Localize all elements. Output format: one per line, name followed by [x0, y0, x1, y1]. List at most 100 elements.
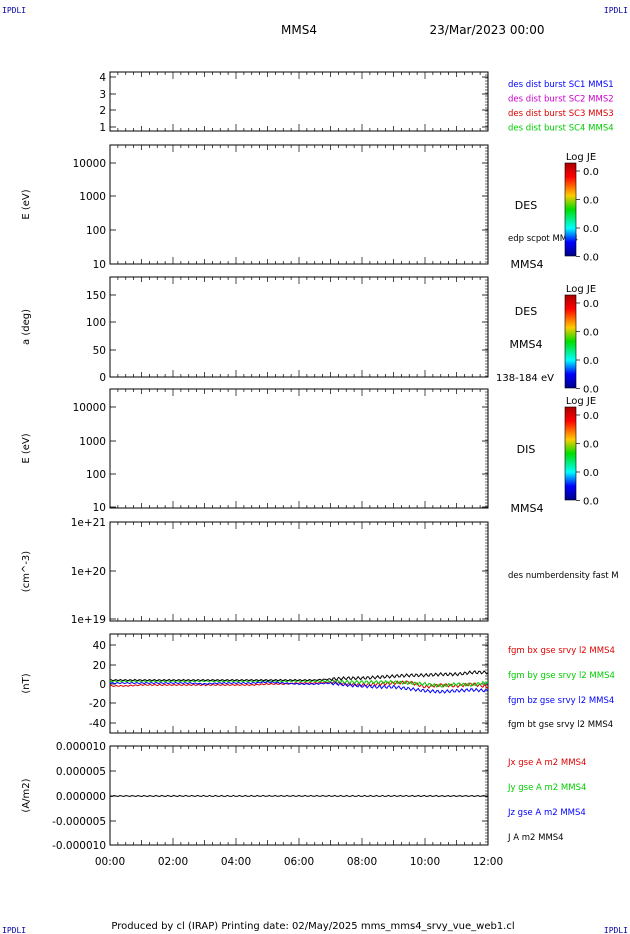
y-tick-label: 1	[99, 122, 106, 134]
y-tick-label: 100	[86, 317, 106, 329]
y-axis-label: E (eV)	[21, 433, 32, 463]
colorbar	[564, 162, 577, 257]
y-axis-label: (cm^-3)	[21, 551, 32, 592]
y-axis-label: (nT)	[21, 673, 32, 693]
colorbar-title: Log JE	[566, 152, 596, 163]
panel-frame	[109, 276, 489, 378]
panel-des-pitch: 0 50 100 150 a (deg) DES MMS4 138-184 eV Log JE 0…	[21, 276, 599, 396]
y-tick-label: 0	[99, 679, 106, 691]
colorbar-tick-label: 0.0	[583, 356, 599, 367]
legend-fgm-bx: fgm bx gse srvy l2 MMS4	[508, 646, 615, 656]
instrument-label: DIS	[517, 443, 536, 456]
y-tick-label: 1e+21	[71, 517, 106, 529]
energy-range-label: 138-184 eV	[496, 373, 554, 384]
corner-label-bottom-left: IPDLI	[2, 926, 26, 934]
legend-current-3: Jz gse A m2 MMS4	[507, 808, 586, 818]
y-tick-label: 3	[99, 89, 106, 101]
y-tick-label: -40	[89, 718, 106, 730]
y-tick-label: -20	[89, 698, 106, 710]
corner-label-top-left: IPDLI	[2, 6, 26, 15]
series-line-bt	[109, 670, 489, 682]
colorbar-tick-label: 0.0	[583, 167, 599, 178]
x-tick-label: 08:00	[347, 856, 377, 868]
spacecraft-label: MMS4	[511, 502, 544, 515]
x-axis: 00:00 02:00 04:00 06:00 08:00 10:00 12:00	[95, 856, 503, 868]
instrument-label: DES	[515, 199, 537, 212]
x-tick-label: 00:00	[95, 856, 125, 868]
series-line-bx	[109, 680, 489, 689]
y-axis-label: a (deg)	[21, 309, 32, 345]
legend-fgm-bz: fgm bz gse srvy l2 MMS4	[508, 696, 614, 706]
colorbar-tick-label: 0.0	[583, 385, 599, 396]
y-tick-label: 2	[99, 105, 106, 117]
spacecraft-label: MMS4	[511, 258, 544, 271]
colorbar-tick-label: 0.0	[583, 299, 599, 310]
y-axis-label: E (eV)	[21, 189, 32, 219]
series-line-bz	[109, 680, 489, 694]
legend-current-1: Jx gse A m2 MMS4	[507, 758, 586, 768]
x-tick-label: 02:00	[158, 856, 188, 868]
x-tick-label: 12:00	[473, 856, 503, 868]
colorbar-tick-label: 0.0	[583, 411, 599, 422]
y-tick-label: 10	[93, 259, 106, 271]
colorbar	[564, 294, 577, 389]
y-tick-label: 40	[93, 640, 106, 652]
y-tick-label: 10000	[73, 402, 106, 414]
y-tick-label: 0.000000	[56, 791, 106, 803]
panel-fgm: -40 -20 0 20 40 (nT) fgm bx gse srvy l2 MMS4 fg…	[21, 633, 615, 734]
series-line-by	[109, 679, 488, 688]
panels: 1 2 3 4 des dist burst SC1 MMS1 des dist burs…	[21, 71, 619, 868]
spacecraft-title: MMS4	[281, 23, 317, 37]
legend-burst-sc1: des dist burst SC1 MMS1	[508, 80, 614, 90]
footer-credits: Produced by cl (IRAP) Printing date: 02/…	[111, 921, 514, 932]
y-tick-label: 0	[99, 372, 106, 384]
colorbar-tick-label: 0.0	[583, 468, 599, 479]
colorbar-title: Log JE	[566, 396, 596, 407]
panel-density: 1e+19 1e+20 1e+21 (cm^-3) des numberdensity …	[21, 517, 619, 626]
legend-current-4: J A m2 MMS4	[507, 833, 564, 843]
legend-fgm-bt: fgm bt gse srvy l2 MMS4	[508, 720, 613, 730]
panel-frame	[109, 144, 489, 265]
y-tick-label: 50	[93, 345, 106, 357]
x-tick-label: 04:00	[221, 856, 251, 868]
colorbar	[564, 406, 577, 501]
panel-frame	[109, 71, 489, 132]
corner-label-bottom-right: IPDLI	[604, 926, 628, 934]
datetime-title: 23/Mar/2023 00:00	[430, 23, 545, 37]
y-tick-label: 1e+20	[71, 566, 106, 578]
panel-burst-panel: 1 2 3 4 des dist burst SC1 MMS1 des dist burs…	[99, 71, 614, 134]
y-tick-label: 1000	[79, 191, 106, 203]
legend-current-2: Jy gse A m2 MMS4	[507, 783, 586, 793]
y-tick-label: 10000	[73, 158, 106, 170]
panel-frame	[109, 521, 489, 622]
colorbar-tick-label: 0.0	[583, 328, 599, 339]
y-tick-label: 20	[93, 660, 106, 672]
y-tick-label: 1000	[79, 436, 106, 448]
y-tick-label: -0.000005	[52, 816, 106, 828]
y-tick-label: 10	[93, 502, 106, 514]
series-line-j	[109, 794, 489, 798]
y-tick-label: 150	[86, 290, 106, 302]
y-tick-label: 1e+19	[71, 614, 106, 626]
spacecraft-label: MMS4	[510, 338, 543, 351]
legend-burst-sc2: des dist burst SC2 MMS2	[508, 95, 614, 105]
colorbar-tick-label: 0.0	[583, 253, 599, 264]
x-tick-label: 10:00	[410, 856, 440, 868]
legend-burst-sc3: des dist burst SC3 MMS3	[508, 109, 614, 119]
colorbar-title: Log JE	[566, 284, 596, 295]
panel-current: -0.000010 -0.000005 0.000000 0.000005 0.0000…	[21, 741, 586, 852]
corner-label-top-right: IPDLI	[604, 6, 628, 15]
y-tick-label: 0.000010	[56, 741, 106, 753]
panel-frame	[109, 388, 489, 509]
y-tick-label: 100	[86, 469, 106, 481]
legend-scpot: edp scpot MMS4	[508, 234, 578, 244]
y-tick-label: 4	[99, 72, 106, 84]
legend-fgm-by: fgm by gse srvy l2 MMS4	[508, 671, 615, 681]
y-tick-label: -0.000010	[52, 840, 106, 852]
y-axis-label: (A/m2)	[21, 778, 32, 812]
colorbar-tick-label: 0.0	[583, 497, 599, 508]
legend-density: des numberdensity fast M	[508, 571, 619, 581]
colorbar-tick-label: 0.0	[583, 224, 599, 235]
x-tick-label: 06:00	[284, 856, 314, 868]
